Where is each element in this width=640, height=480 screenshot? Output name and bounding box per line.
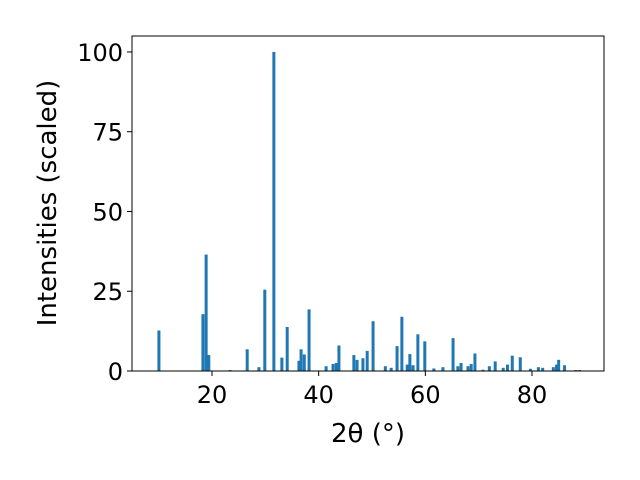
bar [352, 355, 356, 371]
bar [563, 365, 567, 371]
bar [361, 358, 365, 371]
bar [518, 357, 522, 371]
bar [245, 349, 249, 371]
bar [302, 354, 306, 371]
bar [493, 361, 497, 371]
bar [280, 357, 284, 371]
bar [299, 349, 303, 371]
y-tick-label: 100 [77, 39, 123, 67]
bar [389, 367, 393, 371]
bar [473, 353, 477, 371]
bar [257, 367, 261, 371]
bar [307, 309, 311, 371]
x-axis-label: 2θ (°) [331, 419, 405, 449]
x-tick-label: 20 [197, 381, 228, 409]
bar [331, 363, 335, 371]
bar [536, 367, 540, 371]
bar [365, 350, 369, 371]
bar [451, 338, 455, 371]
bar [297, 360, 301, 371]
bar [395, 346, 399, 371]
bar [207, 355, 211, 371]
bar [416, 334, 420, 371]
bar [157, 330, 161, 371]
bar [432, 368, 436, 371]
bar [505, 364, 509, 371]
y-tick-label: 50 [92, 198, 123, 226]
x-tick-label: 80 [517, 381, 548, 409]
y-tick-label: 0 [108, 358, 123, 386]
x-tick-label: 60 [410, 381, 441, 409]
bar [557, 359, 561, 371]
bar [383, 366, 387, 371]
bar [501, 367, 505, 371]
y-axis-label: Intensities (scaled) [33, 80, 63, 327]
x-tick-label: 40 [303, 381, 334, 409]
y-tick-label: 25 [92, 278, 123, 306]
bar [204, 254, 208, 371]
bar [459, 363, 463, 371]
bar [400, 316, 404, 371]
bar [541, 367, 545, 371]
bar [337, 345, 341, 371]
bar [555, 364, 559, 371]
bar [456, 366, 460, 371]
bar [466, 366, 470, 371]
bar [405, 364, 409, 371]
bar [263, 289, 267, 371]
bar [408, 354, 412, 371]
bar [272, 51, 276, 371]
bar [510, 355, 514, 371]
bar [528, 368, 532, 371]
bar [324, 366, 328, 371]
bar [487, 366, 491, 371]
bar [334, 363, 338, 371]
bar [423, 341, 427, 371]
bar [551, 367, 555, 371]
bar [411, 365, 415, 371]
y-tick-label: 75 [92, 119, 123, 147]
bar [481, 369, 485, 371]
bar [469, 363, 473, 371]
bar [201, 314, 205, 371]
bar [441, 367, 445, 371]
bar [371, 321, 375, 371]
bar [285, 326, 289, 371]
bar [355, 359, 359, 371]
plot-frame [131, 35, 605, 372]
